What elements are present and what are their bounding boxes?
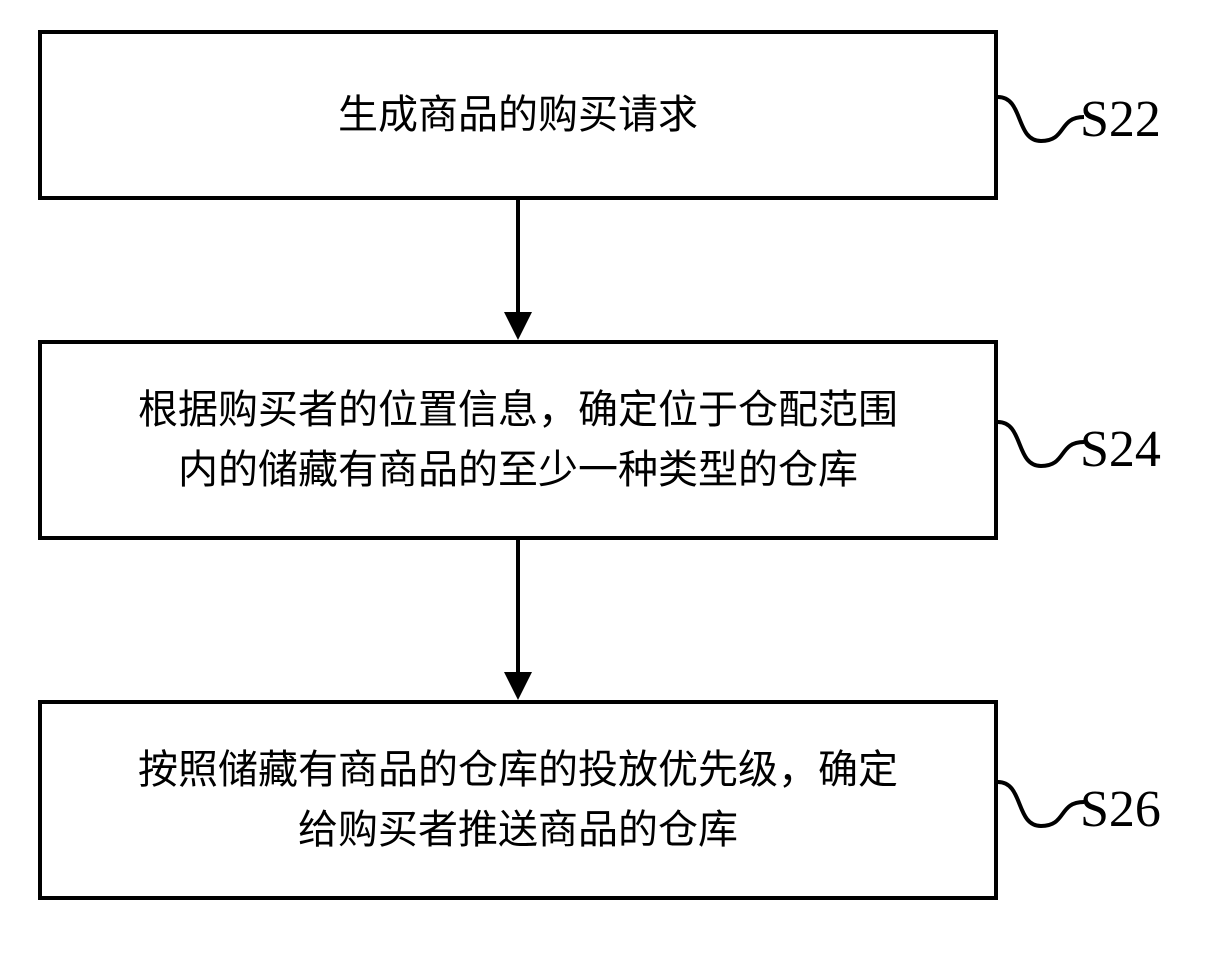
- arrow-head-s24-s26: [504, 672, 532, 700]
- step-label-s26: S26: [1080, 780, 1161, 839]
- step-box-s26: 按照储藏有商品的仓库的投放优先级，确定给购买者推送商品的仓库: [38, 700, 998, 900]
- squiggle-s26: [998, 760, 1084, 840]
- arrow-line-s24-s26: [516, 540, 520, 672]
- step-box-s22: 生成商品的购买请求: [38, 30, 998, 200]
- flowchart-canvas: { "canvas": { "width": 1214, "height": 9…: [0, 0, 1214, 961]
- squiggle-s24: [998, 400, 1084, 480]
- squiggle-s22: [998, 75, 1084, 155]
- step-label-s24: S24: [1080, 420, 1161, 479]
- step-text-s24: 根据购买者的位置信息，确定位于仓配范围内的储藏有商品的至少一种类型的仓库: [138, 380, 898, 500]
- step-text-s22: 生成商品的购买请求: [338, 85, 698, 145]
- step-text-s26: 按照储藏有商品的仓库的投放优先级，确定给购买者推送商品的仓库: [138, 740, 898, 860]
- step-label-s22: S22: [1080, 90, 1161, 149]
- arrow-head-s22-s24: [504, 312, 532, 340]
- step-box-s24: 根据购买者的位置信息，确定位于仓配范围内的储藏有商品的至少一种类型的仓库: [38, 340, 998, 540]
- arrow-line-s22-s24: [516, 200, 520, 312]
